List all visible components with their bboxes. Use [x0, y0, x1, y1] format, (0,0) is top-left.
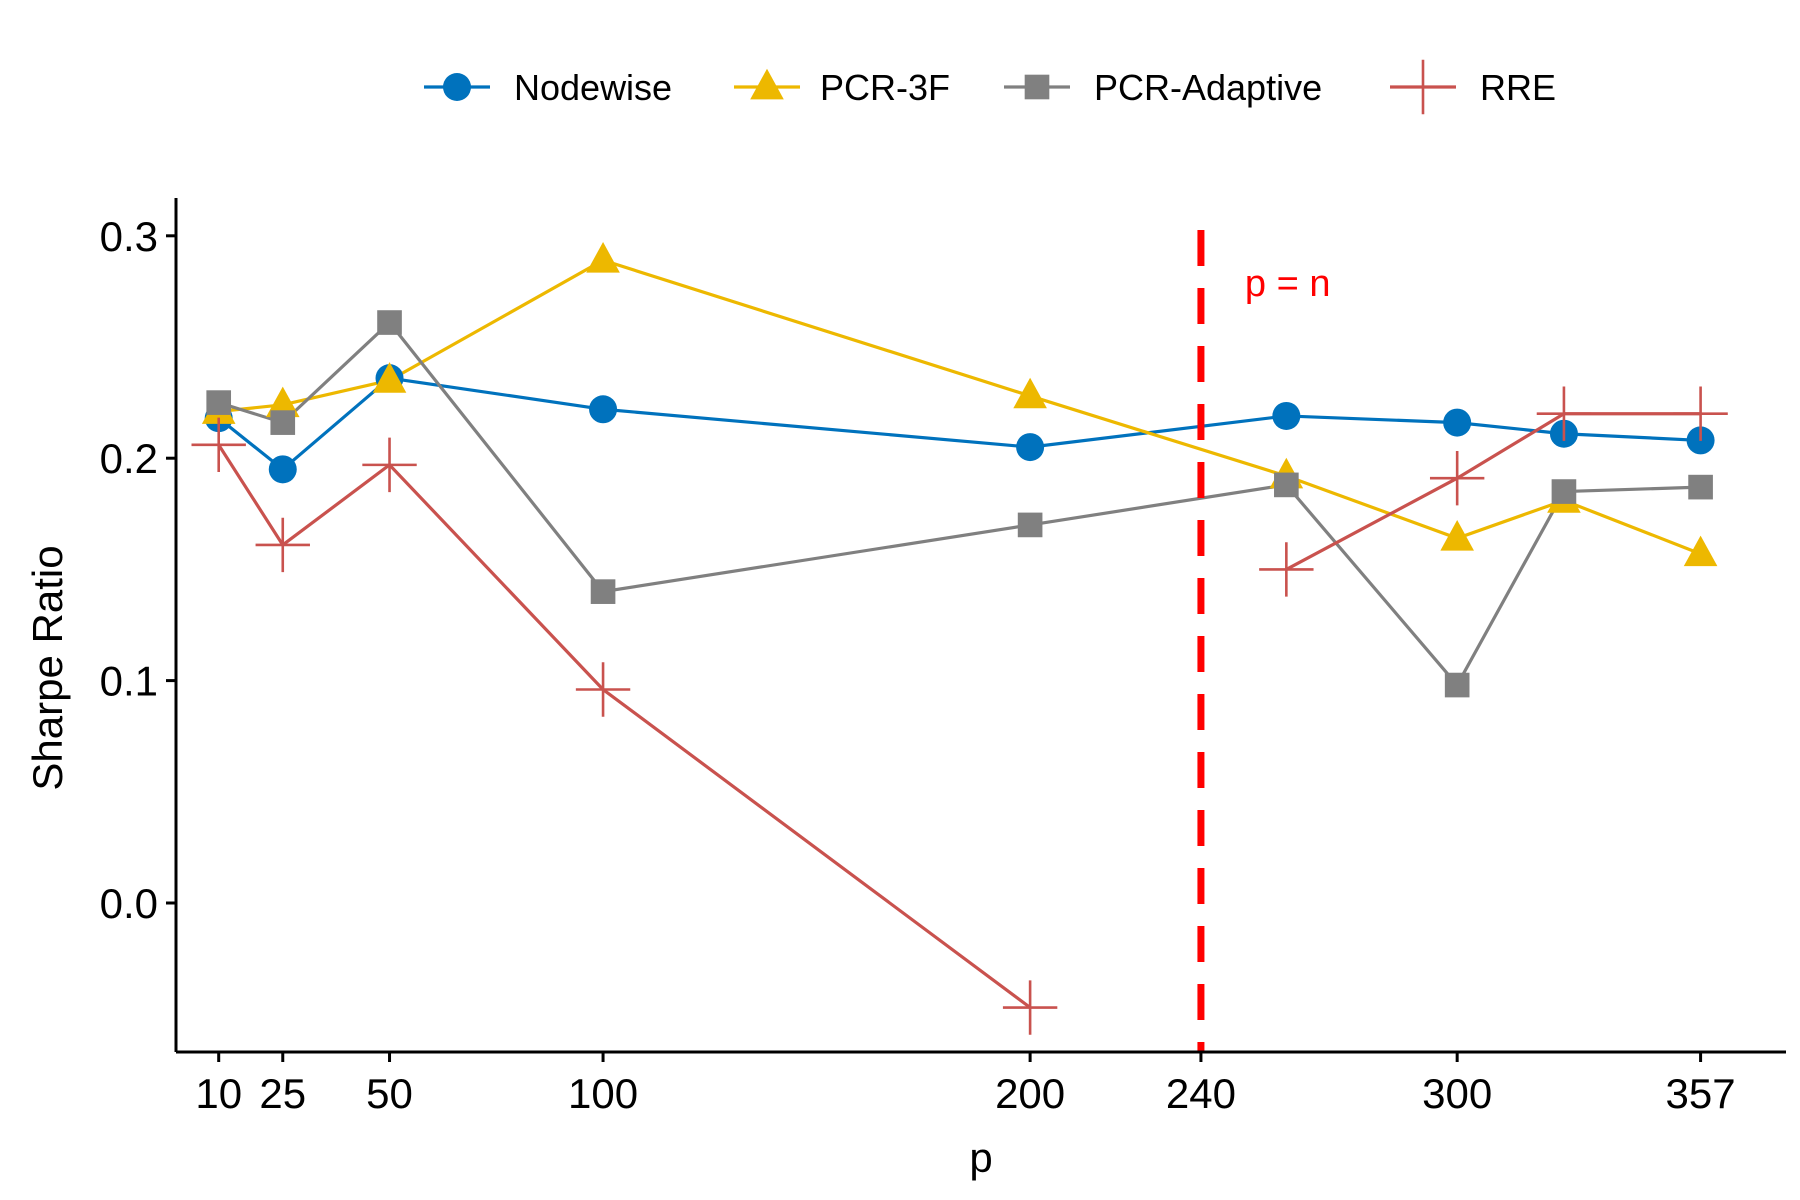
point-nodewise [589, 395, 618, 424]
x-tick-label: 240 [1166, 1070, 1236, 1117]
legend-item-nodewise: Nodewise [424, 67, 672, 108]
y-axis-title: Sharpe Ratio [24, 545, 71, 790]
point-pcr-adaptive [1444, 672, 1470, 698]
x-tick-label: 50 [366, 1070, 413, 1117]
point-pcr-adaptive [270, 410, 296, 435]
x-tick-label: 25 [259, 1070, 306, 1117]
point-pcr-3f [1013, 377, 1047, 409]
point-nodewise [1443, 408, 1472, 437]
point-rre [255, 517, 310, 573]
point-pcr-adaptive [590, 579, 616, 604]
series-line-pcr-adaptive-0 [218, 320, 1701, 688]
p-equals-n-label: p = n [1245, 263, 1331, 305]
legend-label-rre: RRE [1480, 67, 1556, 108]
legend-item-pcr-3f: PCR-3F [734, 67, 950, 108]
point-pcr-adaptive [206, 390, 232, 415]
point-rre [1002, 980, 1058, 1035]
point-nodewise [1272, 401, 1301, 430]
point-rre [362, 437, 417, 493]
point-nodewise [1016, 433, 1045, 462]
x-tick-label: 10 [195, 1070, 242, 1117]
point-pcr-adaptive [1688, 474, 1713, 500]
series-line-nodewise-0 [217, 376, 1701, 472]
plot-markers [191, 242, 1728, 1035]
point-nodewise [268, 455, 297, 484]
point-pcr-3f [586, 242, 620, 273]
x-tick-label: 100 [568, 1070, 638, 1117]
legend-marker-pcr-adaptive [1024, 74, 1050, 100]
legend-label-pcr-adaptive: PCR-Adaptive [1094, 67, 1322, 108]
series-line-rre-0 [217, 443, 1032, 1009]
point-pcr-3f [372, 362, 407, 393]
series-line-pcr-3f-0 [218, 258, 1702, 556]
legend-item-rre: RRE [1390, 59, 1556, 115]
axes: 0.0 0.1 0.2 0.3 10 25 50 100 200 240 300 357 [100, 198, 1786, 1117]
point-rre [575, 662, 631, 717]
legend-marker-rre [1395, 59, 1451, 115]
y-tick-label: 0.2 [100, 435, 158, 482]
legend-label-pcr-3f: PCR-3F [820, 67, 950, 108]
point-pcr-adaptive [1551, 479, 1577, 504]
x-axis-title: p [969, 1134, 992, 1181]
y-tick-label: 0.1 [100, 658, 158, 705]
annotations: p = n [1197, 230, 1331, 1052]
plot-lines [217, 258, 1702, 1009]
x-tick-label: 300 [1422, 1070, 1492, 1117]
legend-label-nodewise: Nodewise [514, 67, 672, 108]
x-tick-label: 200 [995, 1070, 1065, 1117]
point-pcr-3f [1683, 535, 1718, 567]
point-rre [191, 417, 246, 473]
point-pcr-3f [265, 386, 300, 418]
y-tick-label: 0.3 [100, 213, 158, 260]
point-rre [1259, 542, 1314, 597]
point-rre [1673, 386, 1728, 441]
legend-marker-pcr-3f [750, 68, 784, 100]
point-pcr-adaptive [1274, 472, 1299, 498]
point-pcr-3f [1440, 520, 1474, 551]
point-pcr-adaptive [377, 310, 402, 335]
point-rre [1536, 386, 1592, 441]
x-tick-label: 357 [1666, 1070, 1736, 1117]
legend-item-pcr-adaptive: PCR-Adaptive [1004, 67, 1322, 108]
point-pcr-adaptive [1017, 512, 1043, 538]
series-line-rre-1 [1285, 412, 1701, 571]
legend: Nodewise PCR-3F PCR-Adaptive RRE [424, 59, 1556, 115]
legend-marker-nodewise [443, 73, 471, 101]
point-rre [1429, 451, 1485, 506]
y-tick-label: 0.0 [100, 880, 158, 927]
